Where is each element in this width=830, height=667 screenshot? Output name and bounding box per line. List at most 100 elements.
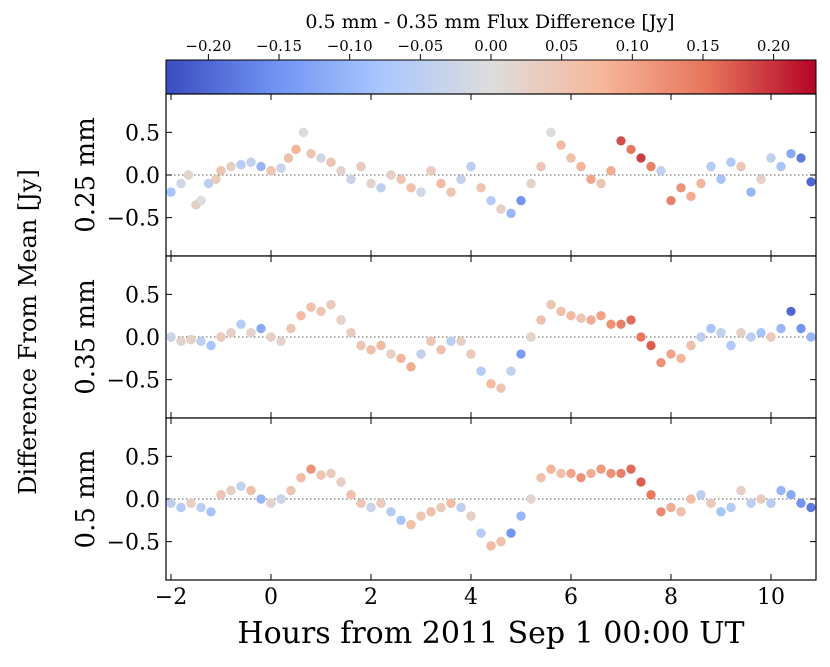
- scatter-point: [576, 161, 586, 172]
- scatter-point: [326, 468, 336, 479]
- scatter-point: [396, 515, 406, 526]
- scatter-point: [646, 340, 656, 351]
- x-tick-label: 10: [757, 585, 785, 610]
- scatter-point: [226, 485, 236, 496]
- scatter-point: [536, 315, 546, 325]
- scatter-point: [516, 195, 526, 206]
- scatter-point: [386, 170, 396, 180]
- scatter-point: [456, 502, 466, 513]
- scatter-point: [266, 498, 276, 509]
- scatter-point: [416, 511, 426, 521]
- scatter-point: [436, 502, 446, 513]
- scatter-point: [246, 157, 256, 168]
- scatter-point: [656, 506, 666, 517]
- y-tick-label: 0.0: [125, 326, 160, 351]
- scatter-point: [756, 174, 766, 185]
- scatter-point: [806, 332, 816, 342]
- scatter-point: [676, 353, 686, 364]
- scatter-point: [426, 165, 436, 176]
- scatter-point: [606, 468, 616, 479]
- scatter-point: [216, 489, 226, 500]
- scatter-point: [396, 174, 406, 185]
- scatter-point: [776, 323, 786, 334]
- scatter-point: [706, 498, 716, 509]
- scatter-point: [706, 161, 716, 172]
- scatter-point: [286, 485, 296, 496]
- scatter-point: [446, 187, 456, 197]
- scatter-point: [556, 468, 566, 479]
- scatter-point: [646, 489, 656, 500]
- scatter-point: [276, 163, 286, 174]
- scatter-point: [506, 208, 516, 219]
- scatter-point: [616, 136, 626, 146]
- scatter-point: [296, 310, 306, 321]
- scatter-point: [786, 148, 796, 159]
- scatter-point: [766, 498, 776, 509]
- scatter-point: [586, 468, 596, 479]
- scatter-point: [376, 182, 386, 193]
- scatter-point: [496, 383, 506, 394]
- colorbar-tick-label: 0.15: [686, 37, 719, 55]
- scatter-point: [596, 464, 606, 475]
- scatter-point: [176, 178, 186, 189]
- scatter-point: [636, 477, 646, 487]
- x-tick-label: 8: [664, 585, 678, 610]
- scatter-point: [246, 485, 256, 496]
- scatter-point: [211, 174, 221, 185]
- scatter-point: [536, 161, 546, 172]
- scatter-point: [686, 494, 696, 504]
- y-tick-label: 0.5: [125, 121, 160, 146]
- panel-0-35-mm: −0.5 0.0 0.5 0.35 mm: [71, 255, 817, 419]
- scatter-point: [746, 187, 756, 197]
- scatter-point: [666, 349, 676, 359]
- panels: −0.50.00.50.25 mm−0.50.00.50.35 mm−0.50.…: [71, 93, 817, 610]
- scatter-point: [366, 178, 376, 189]
- scatter-point: [566, 468, 576, 479]
- y-tick-label: 0.5: [125, 283, 160, 308]
- scatter-point: [196, 502, 206, 513]
- scatter-point: [266, 165, 276, 176]
- scatter-point: [166, 498, 176, 509]
- scatter-point: [516, 349, 526, 359]
- scatter-point: [306, 148, 316, 159]
- scatter-point: [606, 165, 616, 176]
- scatter-point: [386, 506, 396, 517]
- scatter-point: [466, 349, 476, 359]
- scatter-point: [436, 344, 446, 355]
- scatter-point: [176, 502, 186, 513]
- scatter-point: [716, 506, 726, 517]
- panel-label: 0.25 mm: [71, 117, 101, 232]
- scatter-point: [726, 340, 736, 351]
- scatter-point: [616, 468, 626, 479]
- scatter-point: [486, 541, 496, 551]
- scatter-point: [736, 485, 746, 496]
- scatter-point: [356, 161, 366, 172]
- scatter-point: [316, 153, 326, 163]
- scatter-point: [176, 336, 186, 347]
- y-tick-label: −0.5: [107, 207, 160, 232]
- scatter-point: [776, 161, 786, 172]
- scatter-point: [416, 187, 426, 197]
- colorbar-label: 0.5 mm - 0.35 mm Flux Difference [Jy]: [305, 11, 674, 33]
- scatter-point: [746, 498, 756, 509]
- scatter-point: [366, 502, 376, 513]
- scatter-point: [466, 161, 476, 172]
- scatter-point: [526, 332, 536, 342]
- scatter-point: [186, 334, 196, 345]
- colorbar-tick-label: −0.20: [185, 37, 231, 55]
- scatter-point: [436, 178, 446, 189]
- scatter-point: [316, 470, 326, 480]
- scatter-point: [406, 361, 416, 372]
- scatter-point: [506, 528, 516, 538]
- scatter-point: [566, 310, 576, 321]
- scatter-point: [626, 144, 636, 155]
- scatter-point: [306, 302, 316, 313]
- scatter-point: [626, 315, 636, 325]
- x-tick-label: 4: [464, 585, 478, 610]
- scatter-point: [546, 127, 556, 138]
- scatter-point: [336, 165, 346, 176]
- scatter-point: [186, 498, 196, 509]
- colorbar-tick-label: 0.10: [616, 37, 649, 55]
- scatter-point: [456, 174, 466, 185]
